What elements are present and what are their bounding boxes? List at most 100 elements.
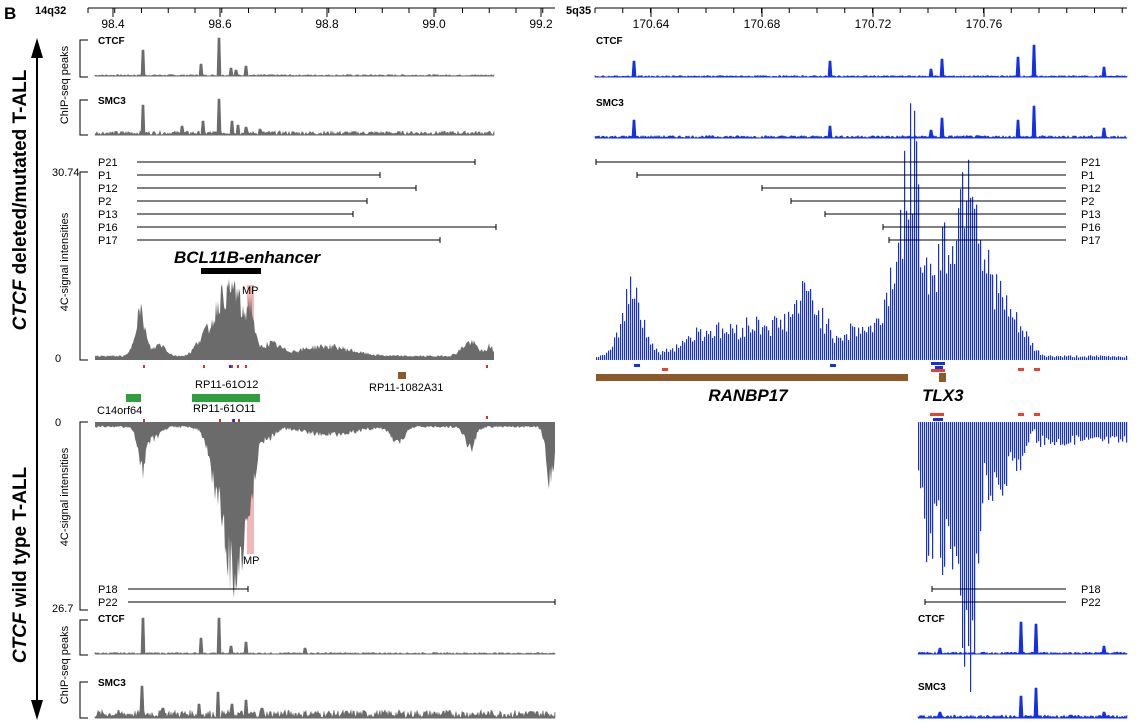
signal-bar-right-top [1082,356,1084,360]
signal-bar-right-bottom [920,422,922,489]
signal-bar-right-top [760,334,762,360]
signal-bar-right-top [962,172,964,360]
signal-bar-right-bottom [922,422,924,488]
signal-track-left-top [95,278,494,360]
signal-bar-right-top [932,275,934,360]
signal-bar-right-top [818,310,820,360]
signal-track-left-bottom [95,422,555,598]
feature-mark-red [203,365,205,368]
signal-bar-right-top [1118,356,1120,360]
signal-bar-right-bottom [1058,422,1060,439]
signal-bar-right-top [1058,356,1060,360]
signal-bar-right-top [692,341,694,360]
signal-bar-right-bottom [1104,422,1106,440]
chip-smc3-right-bottom [917,687,1128,719]
signal-bar-right-top [828,318,830,360]
signal-bar-right-top [610,349,612,360]
signal-bar-right-top [596,357,598,360]
signal-bar-right-top [956,240,958,360]
signal-bar-right-top [884,299,886,360]
signal-bar-right-top [666,348,668,360]
signal-bar-right-top [1028,336,1030,360]
scale-top-max: 30.74 [52,167,80,179]
signal-bar-right-top [770,336,772,360]
signal-bar-right-bottom [1004,422,1006,485]
signal-bar-right-top [836,335,838,360]
signal-bar-right-top [754,330,756,360]
signal-bar-right-bottom [960,422,962,596]
signal-bar-right-top [602,354,604,360]
panel-letter: B [4,4,16,23]
signal-bar-right-bottom [1040,422,1042,447]
signal-bar-right-top [1072,357,1074,360]
signal-bar-right-top [668,351,670,360]
feature-mark-blue [634,364,640,367]
feature-mark-red [486,416,488,419]
signal-bar-right-top [988,249,990,360]
signal-bar-right-top [774,316,776,360]
signal-bar-right-top [1034,350,1036,360]
signal-bar-right-top [720,338,722,360]
signal-bar-right-top [784,313,786,360]
signal-bar-right-top [934,275,936,360]
left-gene-annotations: RP11-61O12 RP11-1082A31 C14orf64 RP11-61… [97,372,443,417]
signal-bar-right-bottom [1020,422,1022,471]
signal-bar-right-top [640,319,642,360]
signal-bar-right-top [998,293,1000,360]
signal-area-left-top [95,278,494,360]
signal-bar-right-top [974,208,976,360]
tick-label: 98.4 [101,17,125,31]
signal-bar-right-bottom [1120,422,1122,440]
track-label-ctcf-right-bottom: CTCF [918,614,945,625]
signal-bar-right-top [880,325,882,360]
signal-bar-right-top [1108,355,1110,360]
signal-bar-right-top [1012,317,1014,360]
signal-bar-right-bottom [1042,422,1044,436]
mp-label-top: MP [242,285,259,297]
patient-label-right: P12 [1081,183,1101,195]
signal-bar-right-bottom [1052,422,1054,443]
signal-bar-right-bottom [1018,422,1020,460]
signal-bar-right-top [632,299,634,360]
signal-bar-right-top [946,273,948,360]
signal-bar-right-top [636,287,638,360]
signal-bar-right-top [1010,309,1012,360]
signal-bar-right-top [758,319,760,360]
signal-bar-right-top [624,321,626,360]
gene-tlx3 [939,373,946,382]
signal-bar-right-top [862,327,864,360]
signal-bar-right-top [926,257,928,360]
signal-bar-right-top [930,263,932,360]
signal-bar-right-bottom [930,422,932,534]
signal-bar-right-top [674,351,676,360]
signal-bar-right-top [1016,312,1018,360]
signal-bar-right-top [696,327,698,360]
patient-label-left: P22 [98,597,118,609]
signal-bar-right-top [812,300,814,360]
chip-smc3-left-bottom [94,685,556,720]
signal-bar-right-top [830,330,832,360]
signal-bar-right-top [808,291,810,360]
signal-bar-right-top [700,329,702,360]
patient-label-left: P17 [98,235,118,247]
signal-bar-right-top [1098,356,1100,360]
right-gene-annotations: RANBP17 TLX3 [596,373,964,405]
signal-bar-right-bottom [1022,422,1024,456]
signal-bar-right-bottom [1070,422,1072,443]
signal-bar-right-top [1124,357,1126,360]
signal-bar-right-top [1014,319,1016,360]
signal-bar-right-top [1054,357,1056,360]
signal-bar-right-top [1088,355,1090,360]
signal-bar-right-top [820,328,822,360]
patient-label-right: P17 [1081,235,1101,247]
signal-bar-right-bottom [1088,422,1090,440]
signal-bar-right-top [1084,356,1086,360]
signal-bar-right-top [980,240,982,360]
gene-label-c14orf64: C14orf64 [97,405,142,417]
signal-bar-right-top [908,219,910,360]
signal-bar-right-top [904,150,906,360]
signal-bar-right-top [1020,326,1022,360]
feature-mark-red [143,365,145,368]
signal-bar-right-top [678,347,680,360]
